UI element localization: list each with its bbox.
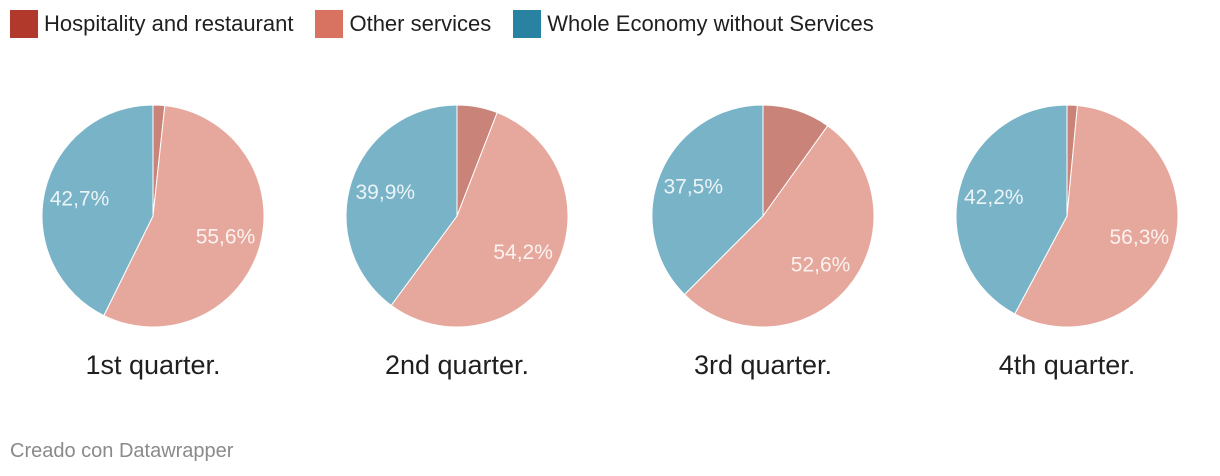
pie-slice <box>683 125 875 328</box>
slice-label: 37,5% <box>663 176 723 199</box>
pie-title: 2nd quarter. <box>385 350 529 380</box>
legend-swatch <box>513 10 542 38</box>
legend-swatch <box>10 10 38 38</box>
slice-label: 42,2% <box>964 186 1024 209</box>
pie-chart: 55,6% 42,7% 1st quarter. <box>41 104 265 380</box>
slice-label: 55,6% <box>196 226 256 249</box>
slice-label: 42,7% <box>50 187 110 210</box>
pie-chart: 56,3% 42,2% 4th quarter. <box>955 104 1179 380</box>
slice-label: 39,9% <box>356 181 416 204</box>
pie-slice <box>41 104 154 317</box>
legend-label: Hospitality and restaurant <box>44 11 294 36</box>
pie-slice <box>651 104 764 296</box>
legend-label: Other services <box>349 11 492 36</box>
pie-chart: 54,2% 39,9% 2nd quarter. <box>345 104 569 380</box>
legend-item-hospitality: Hospitality and restaurant <box>10 10 293 38</box>
pie-title: 3rd quarter. <box>694 350 832 380</box>
pie-slice <box>390 111 569 328</box>
slice-label: 56,3% <box>1110 226 1170 249</box>
legend: Hospitality and restaurant Other service… <box>10 10 874 38</box>
pie-title: 4th quarter. <box>999 350 1136 380</box>
slice-label: 54,2% <box>493 241 553 264</box>
pie-slice <box>955 104 1068 315</box>
credit-text: Creado con Datawrapper <box>10 440 234 462</box>
pie-charts: 55,6% 42,7% 1st quarter. 54,2% 39,9% 2nd quar… <box>41 104 1179 380</box>
pie-title: 1st quarter. <box>85 350 220 380</box>
legend-swatch <box>315 10 344 38</box>
pie-slice <box>345 104 458 307</box>
legend-item-other-services: Other services <box>315 10 491 38</box>
pie-slice <box>103 105 265 328</box>
legend-item-whole-economy: Whole Economy without Services <box>513 10 874 38</box>
legend-label: Whole Economy without Services <box>547 11 874 36</box>
slice-label: 52,6% <box>791 253 851 276</box>
pie-chart: 52,6% 37,5% 3rd quarter. <box>651 104 875 380</box>
pie-slice <box>1014 104 1179 328</box>
